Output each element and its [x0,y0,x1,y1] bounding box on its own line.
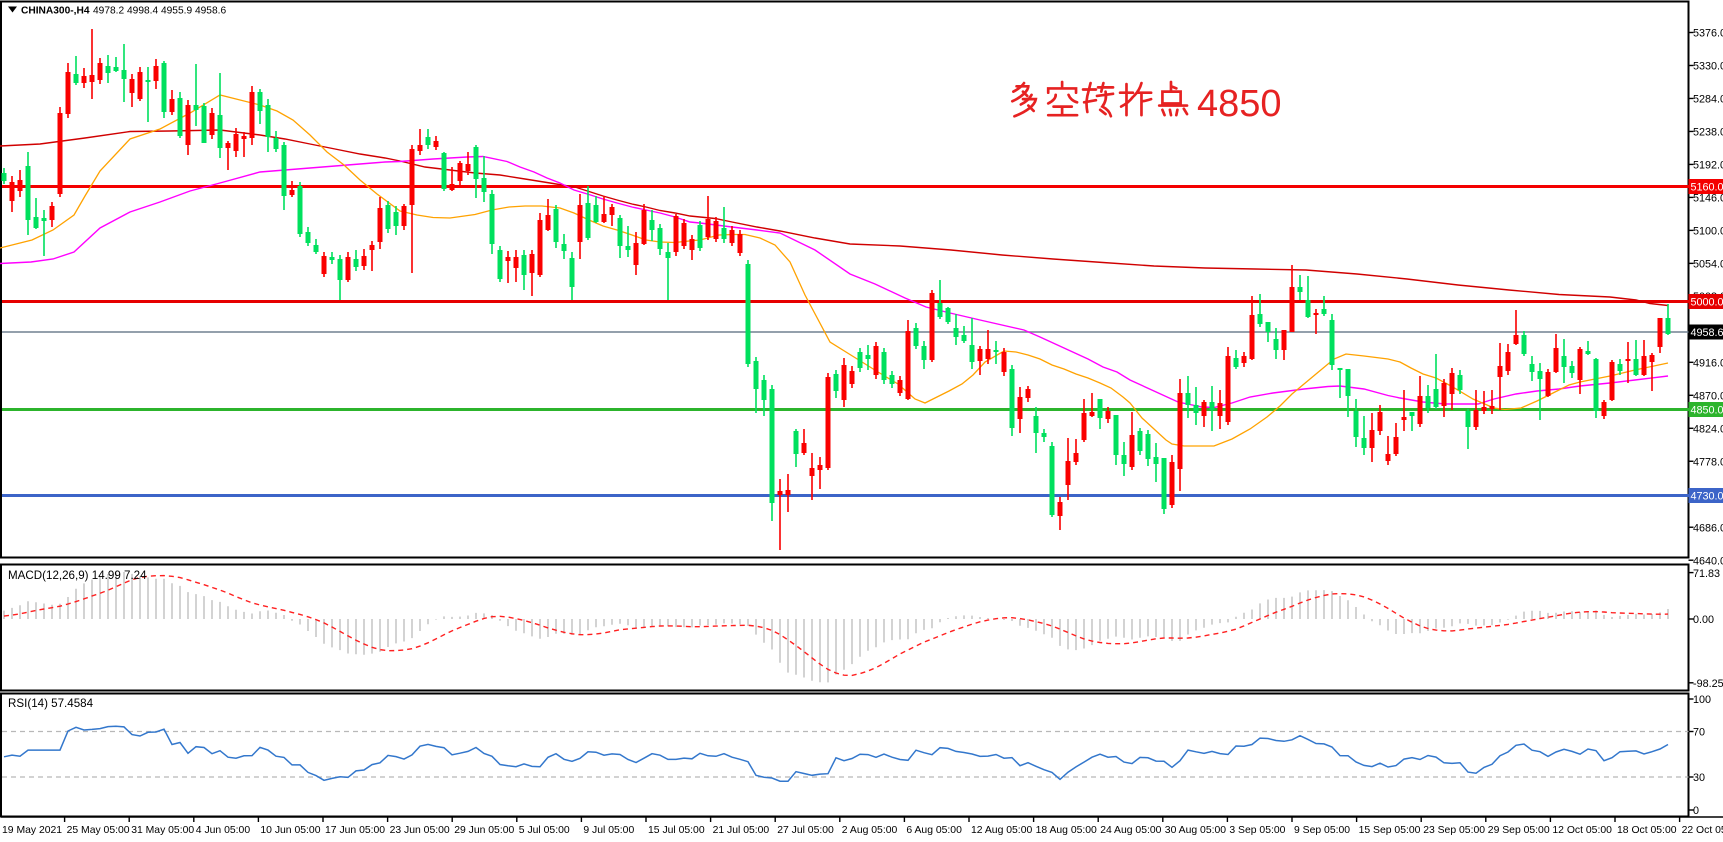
svg-text:4778.0: 4778.0 [1693,456,1723,468]
svg-text:3 Sep 05:00: 3 Sep 05:00 [1229,825,1285,836]
svg-text:18 Aug 05:00: 18 Aug 05:00 [1036,825,1097,836]
svg-text:30 Aug 05:00: 30 Aug 05:00 [1165,825,1226,836]
svg-text:100: 100 [1693,694,1711,706]
svg-text:5330.0: 5330.0 [1693,61,1723,73]
svg-text:18 Oct 05:00: 18 Oct 05:00 [1617,825,1677,836]
svg-text:5192.0: 5192.0 [1693,160,1723,172]
svg-text:4978.2 4998.4 4955.9 4958.6: 4978.2 4998.4 4955.9 4958.6 [93,6,226,17]
svg-text:22 Oct 05:00: 22 Oct 05:00 [1682,825,1723,836]
svg-text:25 May 05:00: 25 May 05:00 [67,825,130,836]
svg-text:5054.0: 5054.0 [1693,259,1723,271]
svg-text:4686.0: 4686.0 [1693,522,1723,534]
svg-text:29 Sep 05:00: 29 Sep 05:00 [1488,825,1550,836]
svg-text:15 Sep 05:00: 15 Sep 05:00 [1359,825,1421,836]
svg-text:4730.0: 4730.0 [1691,491,1723,503]
svg-text:70: 70 [1693,727,1705,739]
svg-text:21 Jul 05:00: 21 Jul 05:00 [713,825,770,836]
svg-text:6 Aug 05:00: 6 Aug 05:00 [906,825,962,836]
svg-text:23 Sep 05:00: 23 Sep 05:00 [1423,825,1485,836]
svg-text:23 Jun 05:00: 23 Jun 05:00 [390,825,450,836]
svg-text:0.00: 0.00 [1693,614,1714,626]
svg-text:5100.0: 5100.0 [1693,226,1723,238]
svg-text:MACD(12,26,9) 14.99 7.24: MACD(12,26,9) 14.99 7.24 [8,569,147,582]
svg-text:-98.25: -98.25 [1693,678,1723,690]
svg-text:15 Jul 05:00: 15 Jul 05:00 [648,825,705,836]
svg-text:19 May 2021: 19 May 2021 [2,825,62,836]
svg-text:2 Aug 05:00: 2 Aug 05:00 [842,825,898,836]
svg-text:4850: 4850 [1197,83,1282,125]
svg-text:5284.0: 5284.0 [1693,94,1723,106]
svg-text:31 May 05:00: 31 May 05:00 [131,825,194,836]
svg-text:5376.0: 5376.0 [1693,28,1723,40]
svg-text:17 Jun 05:00: 17 Jun 05:00 [325,825,385,836]
svg-text:30: 30 [1693,772,1705,784]
svg-text:27 Jul 05:00: 27 Jul 05:00 [777,825,834,836]
svg-text:4640.0: 4640.0 [1693,555,1723,567]
svg-text:24 Aug 05:00: 24 Aug 05:00 [1100,825,1161,836]
svg-text:RSI(14) 57.4584: RSI(14) 57.4584 [8,697,94,710]
svg-text:5000.0: 5000.0 [1691,297,1723,309]
svg-text:4916.0: 4916.0 [1693,358,1723,370]
svg-text:4958.6: 4958.6 [1691,327,1723,339]
svg-text:0: 0 [1693,805,1699,817]
svg-text:5160.0: 5160.0 [1691,182,1723,194]
svg-text:9 Sep 05:00: 9 Sep 05:00 [1294,825,1350,836]
svg-text:5238.0: 5238.0 [1693,127,1723,139]
svg-text:9 Jul 05:00: 9 Jul 05:00 [583,825,634,836]
svg-text:CHINA300-,H4: CHINA300-,H4 [21,6,90,17]
svg-text:4870.0: 4870.0 [1693,391,1723,403]
svg-text:5 Jul 05:00: 5 Jul 05:00 [519,825,570,836]
svg-text:29 Jun 05:00: 29 Jun 05:00 [454,825,514,836]
svg-text:4824.0: 4824.0 [1693,423,1723,435]
svg-text:12 Oct 05:00: 12 Oct 05:00 [1552,825,1612,836]
svg-text:71.83: 71.83 [1693,568,1720,580]
svg-text:10 Jun 05:00: 10 Jun 05:00 [260,825,320,836]
svg-text:5146.0: 5146.0 [1693,193,1723,205]
svg-text:4 Jun 05:00: 4 Jun 05:00 [196,825,251,836]
svg-text:12 Aug 05:00: 12 Aug 05:00 [971,825,1032,836]
svg-text:4850.0: 4850.0 [1691,405,1723,417]
